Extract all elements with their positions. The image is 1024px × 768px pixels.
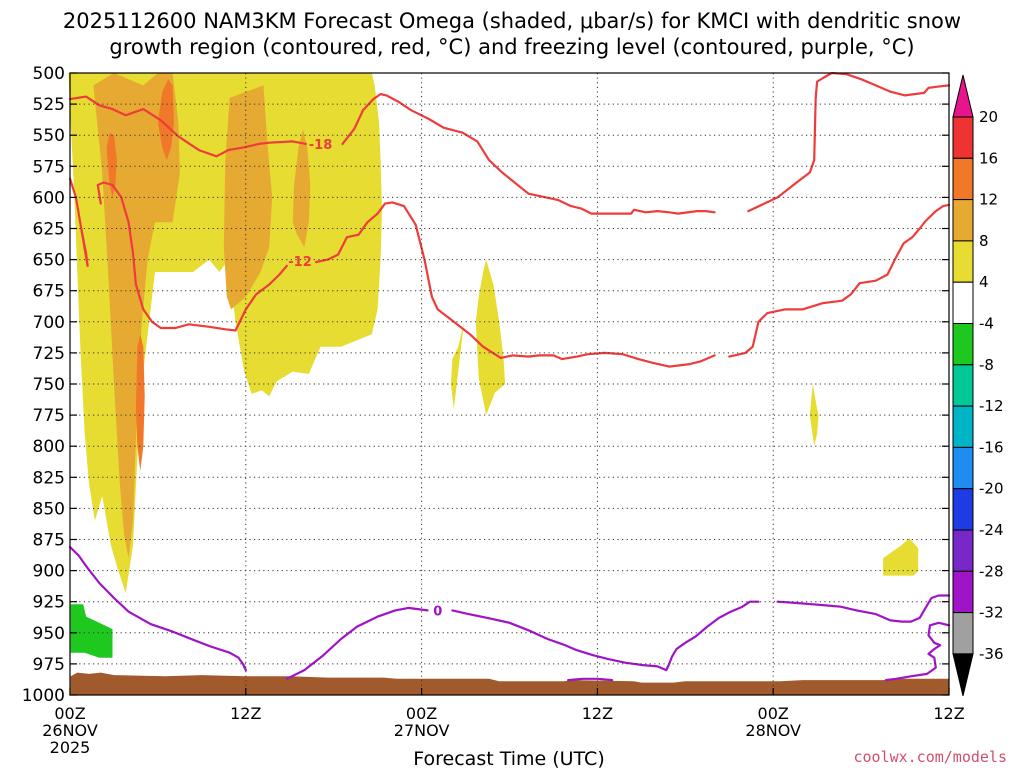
colorbar-swatch bbox=[952, 116, 974, 159]
shade-omega-4-8-2 bbox=[475, 259, 506, 416]
colorbar-label: 12 bbox=[979, 191, 998, 209]
x-tick-label: 12Z bbox=[230, 704, 261, 723]
shade-omega-12-16-2 bbox=[135, 334, 145, 472]
x-tick-label: 12Z bbox=[582, 704, 613, 723]
contour-freezing-level-0-5 bbox=[566, 677, 614, 682]
colorbar-swatch bbox=[952, 364, 974, 407]
colorbar-swatch bbox=[952, 240, 974, 283]
x-tick-label: 00Z bbox=[54, 704, 85, 723]
y-tick-label: 900 bbox=[33, 562, 65, 582]
contour-dgz-18-0 bbox=[68, 95, 307, 158]
colorbar-label: -16 bbox=[979, 438, 1004, 456]
y-tick-label: 725 bbox=[33, 344, 65, 364]
x-axis-label: Forecast Time (UTC) bbox=[413, 748, 604, 768]
y-tick-label: 875 bbox=[33, 531, 65, 551]
credit-text: coolwx.com/models bbox=[853, 748, 1007, 766]
colorbar-swatch bbox=[952, 612, 974, 655]
colorbar-swatch bbox=[952, 529, 974, 572]
y-tick-label: 525 bbox=[33, 95, 65, 115]
y-tick-label: 700 bbox=[33, 313, 65, 333]
contour-freezing-level-0-1 bbox=[285, 606, 429, 680]
y-tick-label: 650 bbox=[33, 251, 65, 271]
colorbar-label: 16 bbox=[979, 149, 998, 167]
colorbar-label: -4 bbox=[979, 315, 994, 333]
colorbar-swatch bbox=[952, 405, 974, 448]
shade-omega-12-16-0 bbox=[157, 79, 174, 161]
y-tick-label: 500 bbox=[33, 64, 65, 84]
shade-omega-8-12-1 bbox=[223, 85, 273, 310]
y-tick-label: 950 bbox=[33, 624, 65, 644]
y-axis-ticks: 500 525 550 575 600 625 650 675 700 725 750 775 800 8… bbox=[22, 64, 949, 706]
colorbar-swatch bbox=[952, 488, 974, 531]
colorbar-label: -12 bbox=[979, 397, 1004, 415]
contour-dgz-18-2 bbox=[747, 71, 951, 213]
shade-omega-4-8-1 bbox=[450, 321, 465, 409]
x-tick-label: 00Z bbox=[758, 704, 789, 723]
y-tick-label: 800 bbox=[33, 437, 65, 457]
shade-omega-4-to-8-0 bbox=[70, 604, 113, 658]
y-tick-label: 975 bbox=[33, 655, 65, 675]
x-tick-label: 26NOV bbox=[42, 721, 98, 740]
x-tick-label: 12Z bbox=[933, 704, 964, 723]
colorbar-label: -20 bbox=[979, 480, 1004, 498]
colorbar-label: 8 bbox=[979, 232, 989, 250]
shade-omega-8-12-2 bbox=[292, 129, 311, 248]
contour-dgz-12-3 bbox=[728, 203, 951, 358]
contour-dgz-18-1 bbox=[341, 92, 716, 215]
omega-shading bbox=[68, 73, 949, 695]
colorbar-label: -28 bbox=[979, 562, 1004, 580]
contour-label: 0 bbox=[433, 604, 442, 619]
colorbar-label: 20 bbox=[979, 108, 998, 126]
colorbar-label: -36 bbox=[979, 645, 1004, 663]
colorbar-label: -8 bbox=[979, 356, 994, 374]
y-tick-label: 850 bbox=[33, 499, 65, 519]
colorbar-swatch bbox=[952, 570, 974, 614]
colorbar-label: -24 bbox=[979, 521, 1004, 539]
colorbar-swatch bbox=[952, 199, 974, 242]
colorbar-swatch bbox=[952, 157, 974, 201]
x-tick-label: 28NOV bbox=[745, 721, 801, 740]
shade-omega-4-8-3 bbox=[809, 384, 819, 447]
y-tick-label: 675 bbox=[33, 282, 65, 302]
y-tick-label: 550 bbox=[33, 126, 65, 146]
y-tick-label: 925 bbox=[33, 593, 65, 613]
contour-label: -12 bbox=[288, 255, 312, 270]
shade-surface-0 bbox=[70, 672, 949, 695]
y-tick-label: 750 bbox=[33, 375, 65, 395]
y-tick-label: 600 bbox=[33, 188, 65, 208]
colorbar-swatch bbox=[952, 281, 974, 325]
colorbar-swatch bbox=[952, 323, 974, 366]
colorbar-label: 4 bbox=[979, 273, 989, 291]
contour-label: -18 bbox=[309, 138, 333, 153]
contour-labels: -18 -12 0 bbox=[288, 138, 442, 620]
y-tick-label: 825 bbox=[33, 468, 65, 488]
grid-lines bbox=[70, 73, 949, 695]
contour-dgz-12-1 bbox=[96, 181, 288, 332]
x-tick-label: 00Z bbox=[406, 704, 437, 723]
y-tick-label: 625 bbox=[33, 220, 65, 240]
y-tick-label: 1000 bbox=[22, 686, 65, 706]
chart-title-line1: 2025112600 NAM3KM Forecast Omega (shaded… bbox=[63, 9, 961, 33]
colorbar-label: -32 bbox=[979, 604, 1004, 622]
chart-title-line2: growth region (contoured, red, °C) and f… bbox=[109, 35, 914, 59]
x-tick-label: 27NOV bbox=[394, 721, 450, 740]
colorbar-bottom-triangle bbox=[952, 653, 974, 697]
shade-omega-8-12-0 bbox=[93, 73, 180, 559]
x-tick-label: 2025 bbox=[50, 738, 91, 757]
contour-freezing-level-0-4 bbox=[884, 621, 951, 682]
colorbar: 20 16 12 8 4 -4 -8 -12 -16 -20 -24 -28 -32 -36 bbox=[952, 74, 1004, 697]
y-tick-label: 575 bbox=[33, 157, 65, 177]
shade-omega-12-16-1 bbox=[106, 132, 117, 198]
colorbar-swatch bbox=[952, 446, 974, 490]
contour-dgz-12-4 bbox=[80, 229, 89, 267]
y-tick-label: 775 bbox=[33, 406, 65, 426]
shade-omega-4-8-4 bbox=[883, 538, 919, 576]
colorbar-top-triangle bbox=[952, 74, 974, 118]
contour-freezing-level-0-3 bbox=[776, 594, 951, 623]
contour-freezing-level-0-2 bbox=[451, 600, 760, 672]
contour-dgz-12-2 bbox=[315, 201, 716, 368]
